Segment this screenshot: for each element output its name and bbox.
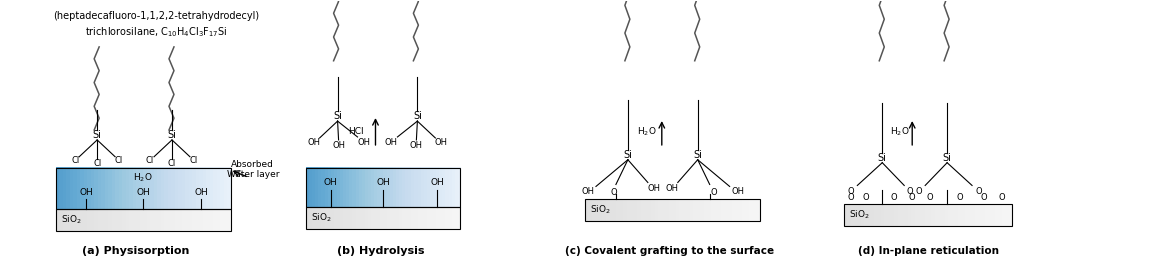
Text: Si: Si: [413, 111, 422, 121]
Text: Si: Si: [333, 111, 342, 121]
Text: OH: OH: [136, 188, 150, 197]
Text: Si: Si: [624, 150, 633, 160]
Text: O: O: [927, 193, 933, 202]
Text: OH: OH: [665, 184, 678, 193]
Text: Absorbed: Absorbed: [232, 160, 275, 169]
Text: Cl: Cl: [168, 159, 176, 168]
Bar: [57, 209, 231, 231]
Text: OH: OH: [582, 187, 595, 196]
Text: trichlorosilane, C$_{10}$H$_4$Cl$_3$F$_{17}$Si: trichlorosilane, C$_{10}$H$_4$Cl$_3$F$_{…: [85, 25, 227, 39]
Text: (d) In-plane reticulation: (d) In-plane reticulation: [858, 246, 999, 256]
Text: OH: OH: [648, 184, 661, 193]
Text: OH: OH: [307, 138, 320, 147]
Text: (a) Physisorption: (a) Physisorption: [82, 246, 190, 256]
Text: SiO$_2$: SiO$_2$: [590, 204, 611, 217]
Text: O: O: [916, 187, 923, 196]
Text: (c) Covalent grafting to the surface: (c) Covalent grafting to the surface: [566, 246, 774, 256]
Text: Si: Si: [93, 130, 102, 140]
Text: SiO$_2$: SiO$_2$: [850, 209, 870, 221]
Text: O: O: [981, 193, 987, 202]
Text: O: O: [999, 193, 1005, 202]
Text: O: O: [847, 187, 854, 196]
Text: OH: OH: [410, 141, 423, 150]
Bar: [845, 204, 1012, 226]
Text: O: O: [847, 193, 854, 202]
Text: (heptadecafluoro-1,1,2,2-tetrahydrodecyl): (heptadecafluoro-1,1,2,2-tetrahydrodecyl…: [53, 11, 260, 21]
Text: Cl: Cl: [190, 156, 198, 165]
Bar: [57, 168, 231, 209]
Text: O: O: [976, 187, 983, 196]
Text: OH: OH: [357, 138, 370, 147]
Text: O: O: [710, 188, 717, 197]
Text: OH: OH: [377, 178, 391, 187]
Text: HCl: HCl: [348, 127, 364, 136]
Text: O: O: [957, 193, 963, 202]
Text: Si: Si: [693, 150, 702, 160]
Text: O: O: [891, 193, 897, 202]
Text: Cl: Cl: [146, 156, 154, 165]
Text: Si: Si: [168, 130, 176, 140]
Text: SiO$_2$: SiO$_2$: [61, 214, 82, 226]
Text: H$_2$O: H$_2$O: [637, 126, 657, 138]
Text: O: O: [906, 187, 913, 196]
Text: OH: OH: [435, 138, 447, 147]
Text: OH: OH: [194, 188, 207, 197]
Bar: [306, 168, 460, 207]
Text: OH: OH: [333, 141, 345, 150]
Text: OH: OH: [79, 188, 93, 197]
Text: OH: OH: [385, 138, 398, 147]
Text: H$_2$O: H$_2$O: [133, 171, 153, 184]
Text: Si: Si: [877, 153, 887, 163]
Text: OH: OH: [731, 187, 744, 196]
Text: Cl: Cl: [93, 159, 101, 168]
Text: OH: OH: [430, 178, 444, 187]
Text: H$_2$O: H$_2$O: [890, 126, 909, 138]
Text: Si: Si: [942, 153, 952, 163]
Text: Water layer: Water layer: [226, 170, 279, 179]
Text: O: O: [909, 193, 916, 202]
Text: O: O: [863, 193, 869, 202]
Text: Cl: Cl: [115, 156, 123, 165]
Text: SiO$_2$: SiO$_2$: [311, 212, 331, 224]
Text: (b) Hydrolysis: (b) Hydrolysis: [337, 246, 424, 256]
Text: Cl: Cl: [71, 156, 79, 165]
Bar: [585, 199, 759, 221]
Text: OH: OH: [323, 178, 337, 187]
Bar: [306, 207, 460, 229]
Text: O: O: [611, 188, 618, 197]
